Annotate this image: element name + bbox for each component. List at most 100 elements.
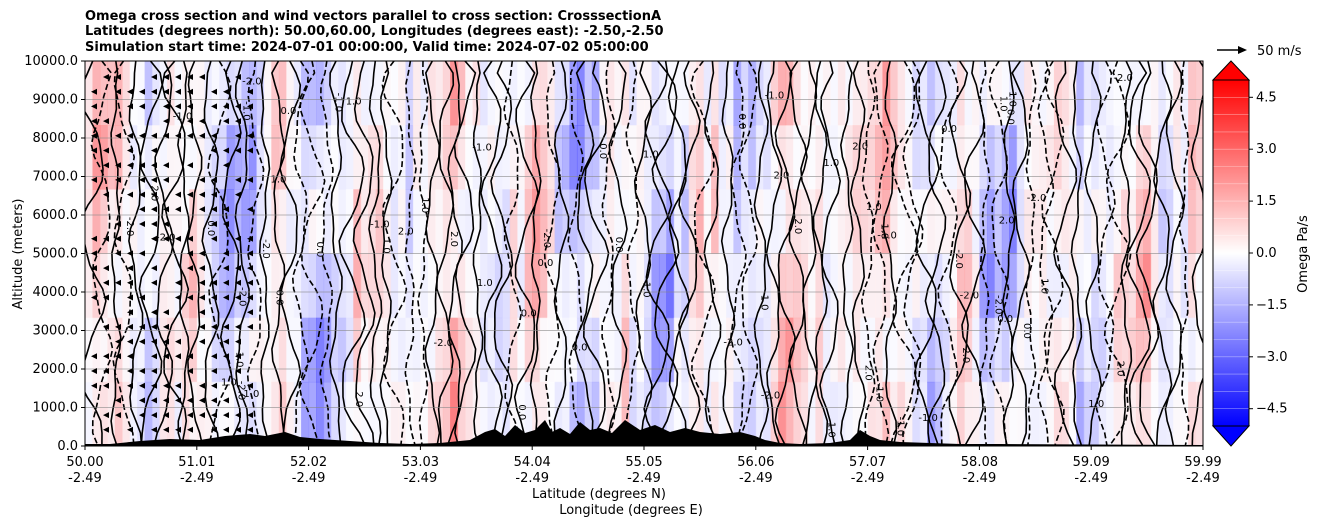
omega-cell — [815, 61, 824, 126]
omega-cell — [599, 189, 608, 255]
omega-cell — [867, 125, 876, 190]
omega-cell — [957, 381, 966, 446]
omega-cell — [137, 61, 146, 126]
omega-cell — [666, 381, 675, 446]
omega-cell — [636, 125, 645, 190]
wind-vector-arrow — [151, 147, 157, 154]
omega-cell — [509, 317, 518, 383]
omega-cell — [442, 253, 451, 319]
omega-cell — [860, 317, 869, 383]
y-tick-label: 0.0 — [57, 439, 78, 454]
wind-vector-arrow — [91, 368, 97, 374]
omega-cell — [666, 317, 675, 383]
omega-cell — [1053, 381, 1062, 446]
omega-cell — [606, 61, 615, 126]
omega-cell — [450, 317, 459, 383]
wind-vector-arrow — [139, 103, 145, 110]
contour-label: 0.0 — [521, 309, 537, 320]
omega-cell — [614, 381, 623, 446]
omega-cell — [860, 189, 869, 255]
omega-cell — [1128, 317, 1137, 383]
wind-vector-arrow — [211, 221, 217, 227]
contour-label: 1.0 — [221, 377, 237, 388]
wind-vector-arrow — [247, 323, 253, 330]
wind-vector-arrow — [127, 294, 133, 301]
contour-line — [839, 61, 855, 446]
contour-label: -2.0 — [761, 391, 781, 402]
contour-line — [298, 61, 326, 446]
wind-vector-arrow — [139, 221, 145, 227]
omega-cell — [509, 61, 518, 126]
omega-cell — [845, 317, 854, 383]
omega-cell — [1009, 189, 1018, 255]
wind-vector-arrow — [199, 279, 205, 286]
omega-cell — [830, 317, 839, 383]
omega-cell — [1121, 317, 1130, 383]
contour-label: 1.0 — [825, 422, 836, 438]
contour-line — [138, 61, 164, 446]
omega-cell — [502, 253, 511, 319]
contour-line — [1070, 61, 1083, 446]
wind-vector-arrow — [223, 294, 229, 301]
omega-cell — [629, 125, 638, 190]
omega-cell — [629, 317, 638, 383]
omega-cell — [569, 253, 578, 319]
omega-cell — [621, 61, 630, 126]
omega-cell — [420, 61, 429, 126]
wind-vector-arrow — [211, 147, 217, 154]
contour-line — [319, 61, 334, 446]
omega-cell — [957, 61, 966, 126]
contour-label: 2.0 — [398, 227, 414, 238]
wind-vector-arrow — [235, 235, 241, 242]
wind-vector-arrow — [235, 103, 241, 110]
omega-cell — [211, 253, 220, 319]
omega-cell — [919, 253, 928, 319]
omega-cell — [323, 317, 332, 383]
colorbar-label: Omega Pa/s — [1296, 215, 1311, 293]
omega-cell — [785, 189, 794, 255]
wind-vector-arrow — [211, 103, 217, 110]
omega-cell — [927, 125, 936, 190]
omega-cell — [957, 125, 966, 190]
y-tick-label: 8000.0 — [33, 131, 79, 146]
omega-cell — [793, 125, 802, 190]
wind-vector-arrow — [211, 235, 217, 242]
wind-vector-arrow — [139, 382, 145, 389]
wind-vector-arrow — [199, 118, 205, 125]
wind-vector-arrow — [163, 132, 169, 139]
omega-cell — [1128, 189, 1137, 255]
omega-cell — [942, 381, 951, 446]
omega-cell — [927, 253, 936, 319]
omega-cell — [316, 125, 325, 190]
x-tick-label-latitude: 56.06 — [737, 455, 774, 470]
omega-cell — [1180, 61, 1189, 126]
omega-cell — [755, 381, 764, 446]
wind-vector-arrow — [223, 412, 229, 419]
contour-line — [1052, 61, 1078, 446]
contour-label: 2.0 — [960, 347, 971, 363]
omega-cell — [1106, 253, 1115, 319]
omega-cell — [450, 253, 459, 319]
omega-cell — [487, 381, 496, 446]
omega-cell — [189, 189, 198, 255]
omega-cell — [249, 125, 258, 190]
contour-line — [436, 61, 455, 446]
contour-line — [328, 61, 343, 446]
omega-cell — [390, 253, 399, 319]
omega-cell — [1068, 61, 1077, 126]
omega-cell — [576, 189, 585, 255]
omega-cell — [196, 253, 205, 319]
omega-cell — [934, 125, 943, 190]
wind-vector-arrow — [247, 279, 253, 286]
omega-cell — [226, 253, 235, 319]
omega-cell — [99, 189, 108, 255]
omega-cell — [770, 61, 779, 126]
omega-cell — [390, 317, 399, 383]
omega-cell — [949, 125, 958, 190]
omega-cell — [740, 189, 749, 255]
omega-cell — [204, 189, 213, 255]
omega-cell — [927, 317, 936, 383]
omega-cell — [1128, 381, 1137, 446]
omega-cell — [837, 61, 846, 126]
omega-cell — [457, 189, 466, 255]
